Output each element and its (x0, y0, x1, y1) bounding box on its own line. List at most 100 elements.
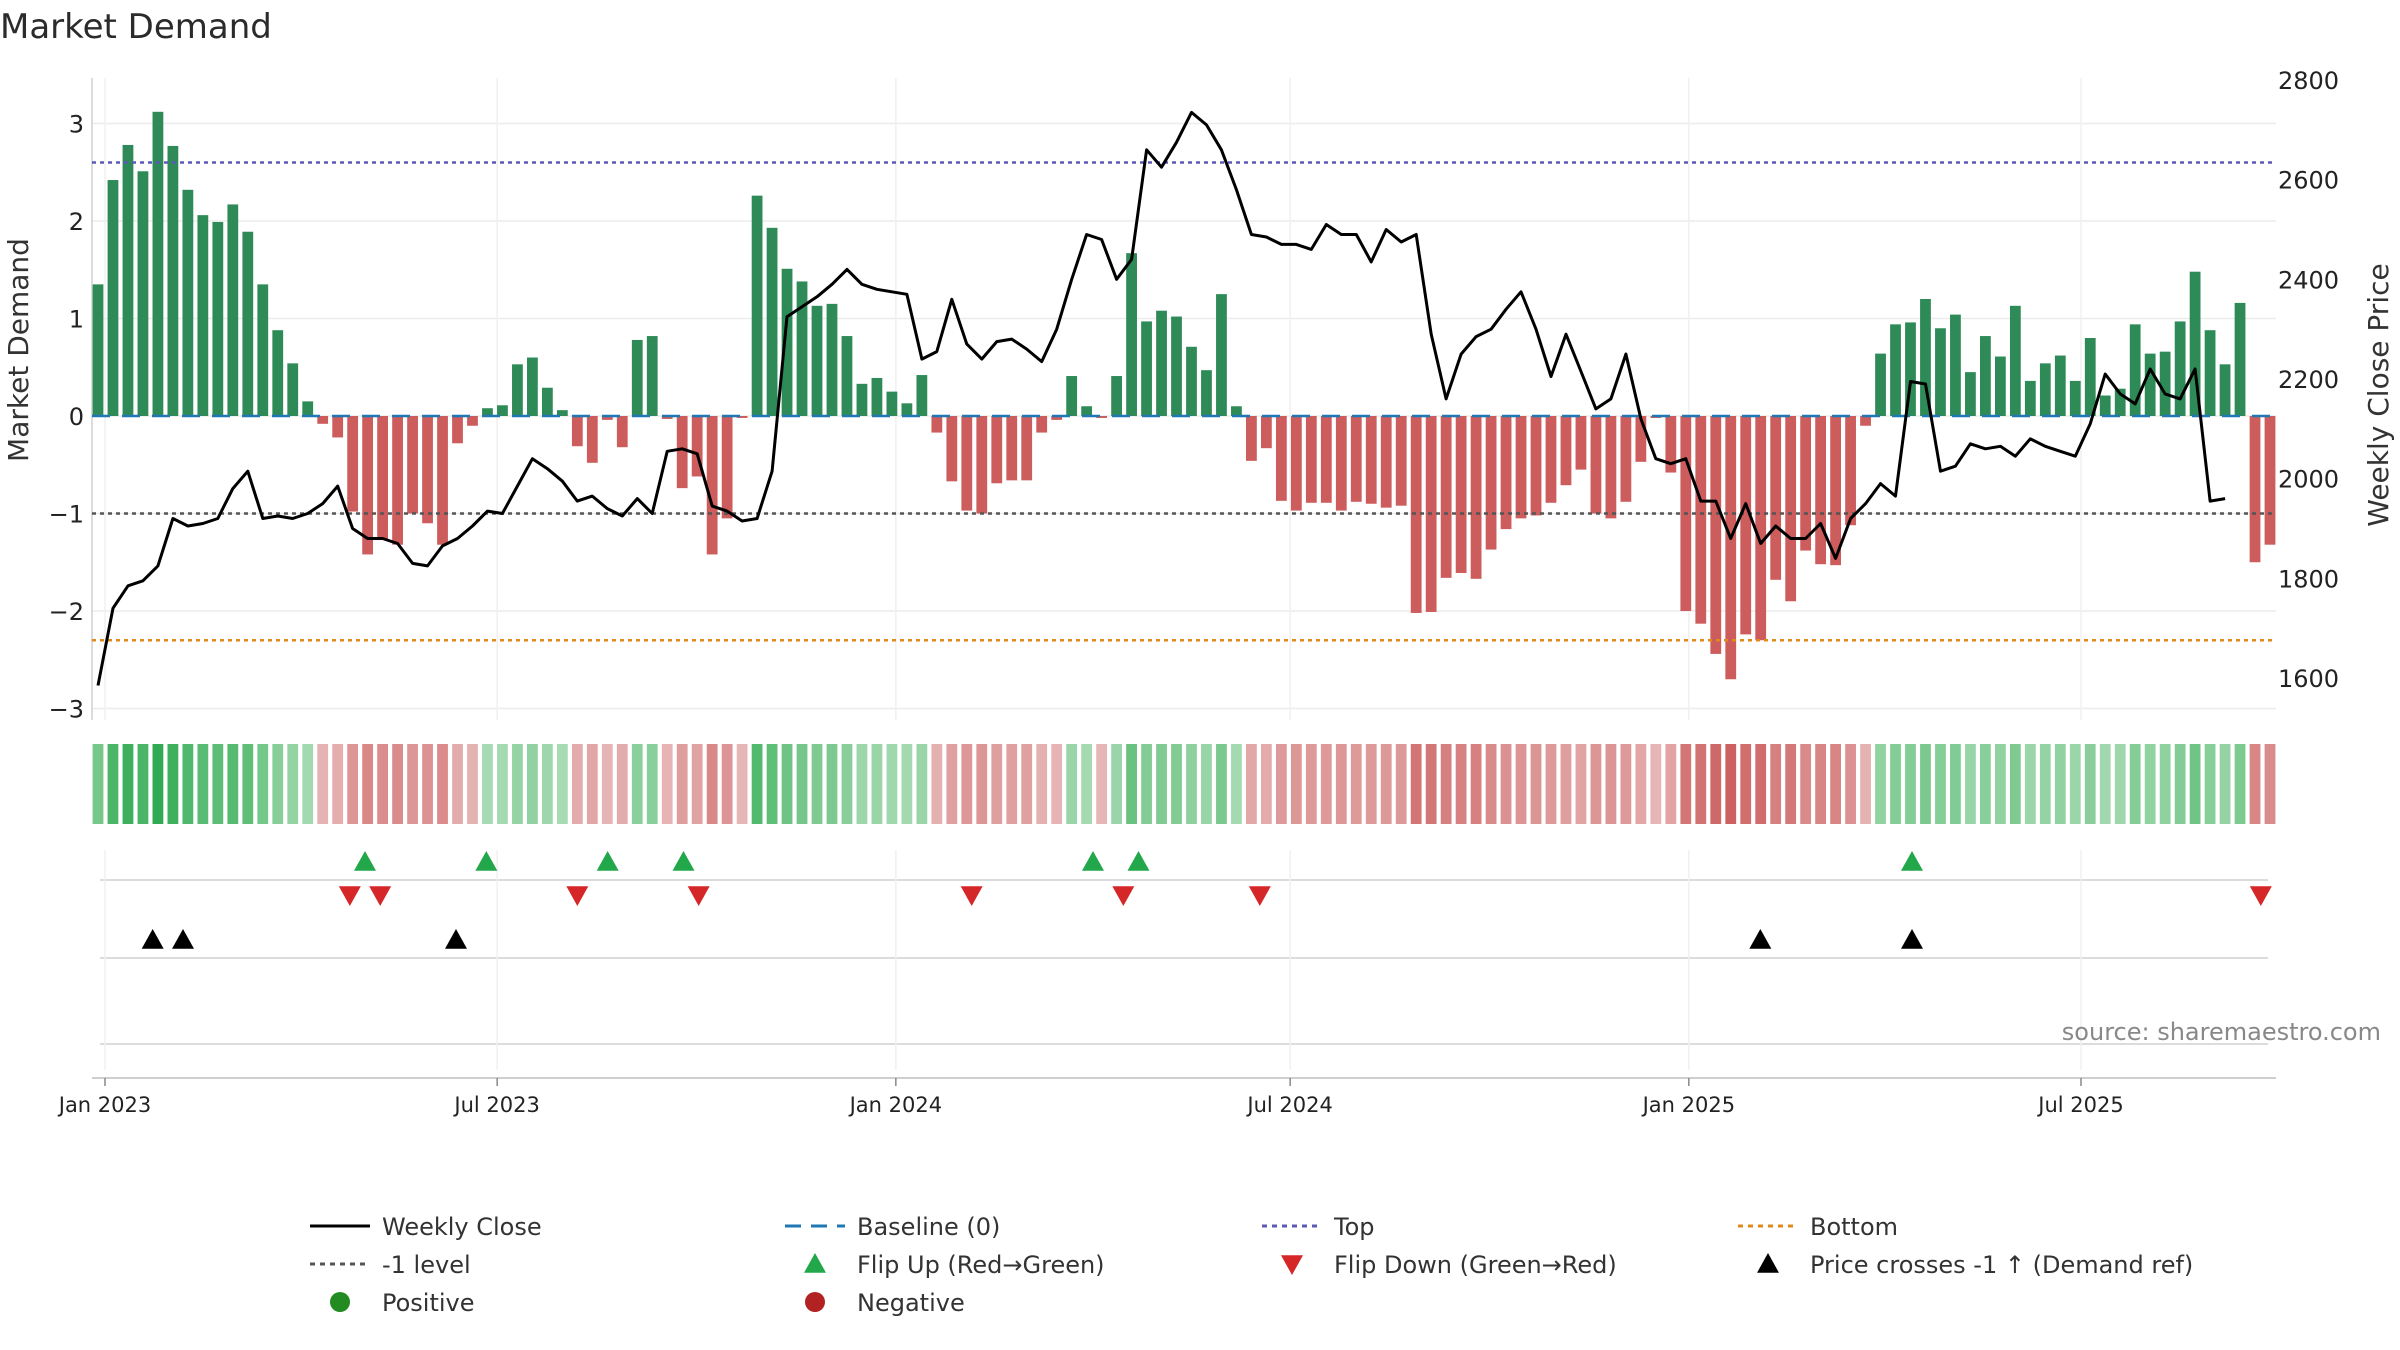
heat-cell (826, 744, 838, 824)
demand-bar (1275, 416, 1287, 501)
demand-bar (556, 410, 568, 416)
x-tick-label: Jan 2024 (848, 1093, 943, 1117)
demand-bar (1950, 314, 1961, 416)
heat-cell (1395, 744, 1407, 824)
y2-tick-label: 1800 (2278, 565, 2339, 593)
demand-bar (1710, 416, 1722, 654)
heat-cell (137, 744, 149, 824)
demand-heat-strip (92, 744, 2276, 824)
heat-cell (1680, 744, 1692, 824)
heat-cell (871, 744, 883, 824)
heat-cell (272, 744, 284, 824)
heat-cell (107, 744, 119, 824)
heat-cell (167, 744, 179, 824)
legend-swatch (1281, 1255, 1303, 1275)
heat-cell (1875, 744, 1886, 824)
demand-bar (1530, 416, 1542, 516)
demand-bar (1905, 322, 1916, 416)
demand-bar (287, 363, 299, 416)
heat-cell (856, 744, 868, 824)
heat-cell (1740, 744, 1752, 824)
demand-bar (1290, 416, 1302, 511)
flip-down-marker (1112, 886, 1135, 906)
demand-bar (272, 330, 284, 416)
demand-bar (137, 171, 149, 416)
demand-bar (182, 189, 194, 416)
demand-bar (1560, 416, 1572, 486)
legend-item: Top (1262, 1213, 1375, 1241)
heat-cell (976, 744, 988, 824)
heat-cell (1500, 744, 1512, 824)
heat-cell (257, 744, 269, 824)
heat-cell (437, 744, 448, 824)
heat-cell (691, 744, 703, 824)
demand-bar (1111, 376, 1122, 416)
legend-label: Bottom (1810, 1213, 1898, 1241)
legend-item: Positive (330, 1289, 475, 1317)
demand-bar (1980, 336, 1991, 416)
demand-bar (317, 416, 329, 424)
flip-down-marker (1248, 886, 1271, 906)
demand-bar (1260, 416, 1272, 449)
heat-cell (1126, 744, 1137, 824)
heat-cell (1530, 744, 1542, 824)
heat-cell (1980, 744, 1991, 824)
heat-cell (1800, 744, 1812, 824)
y-tick-label: 1 (69, 306, 84, 334)
demand-bar (991, 416, 1003, 484)
demand-bar (1186, 346, 1197, 416)
heat-cell (1186, 744, 1197, 824)
demand-bar (1800, 416, 1812, 551)
legend-swatch (1757, 1253, 1779, 1273)
heat-cell (1111, 744, 1122, 824)
heat-cell (2264, 744, 2276, 824)
heat-cell (1725, 744, 1737, 824)
demand-bar (1231, 406, 1242, 416)
demand-bar (2144, 353, 2156, 416)
demand-bar (916, 375, 928, 416)
legend-item: Flip Up (Red→Green) (804, 1251, 1105, 1279)
demand-bar (347, 416, 359, 512)
flip-down-marker (338, 886, 361, 906)
heat-cell (1590, 744, 1602, 824)
heat-cell (1275, 744, 1287, 824)
heat-cell (1260, 744, 1272, 824)
heat-cell (1920, 744, 1931, 824)
heat-cell (1635, 744, 1647, 824)
heat-cell (1380, 744, 1392, 824)
demand-bar (541, 387, 553, 416)
heat-cell (1051, 744, 1063, 824)
flip-down-marker (369, 886, 392, 906)
legend-item: Negative (805, 1289, 965, 1317)
demand-bar (1725, 416, 1737, 680)
demand-bar (1635, 416, 1647, 462)
heat-cell (1081, 744, 1093, 824)
y-tick-label: −3 (49, 696, 84, 724)
demand-bar (1066, 376, 1078, 416)
heat-cell (2039, 744, 2051, 824)
demand-bar (1350, 416, 1362, 502)
heat-cell (781, 744, 793, 824)
demand-bar (1965, 372, 1976, 416)
y-tick-label: −2 (49, 598, 84, 626)
demand-bar (197, 215, 209, 416)
heat-cell (646, 744, 658, 824)
y-tick-label: −1 (49, 501, 84, 529)
demand-bar (2249, 416, 2261, 563)
demand-bar (1500, 416, 1512, 530)
demand-bar (721, 416, 733, 519)
flip-up-marker (672, 851, 695, 871)
heat-cell (392, 744, 403, 824)
legend-label: Flip Up (Red→Green) (857, 1251, 1105, 1279)
demand-bar (1021, 416, 1033, 481)
heat-cell (661, 744, 673, 824)
demand-bar (1620, 416, 1632, 502)
heat-cell (1650, 744, 1662, 824)
heat-cell (1066, 744, 1078, 824)
flip-up-marker (354, 851, 376, 871)
demand-bar (377, 416, 388, 540)
heat-cell (2054, 744, 2066, 824)
heat-cell (751, 744, 763, 824)
heat-cell (1171, 744, 1182, 824)
flip-up-marker (1082, 851, 1104, 871)
